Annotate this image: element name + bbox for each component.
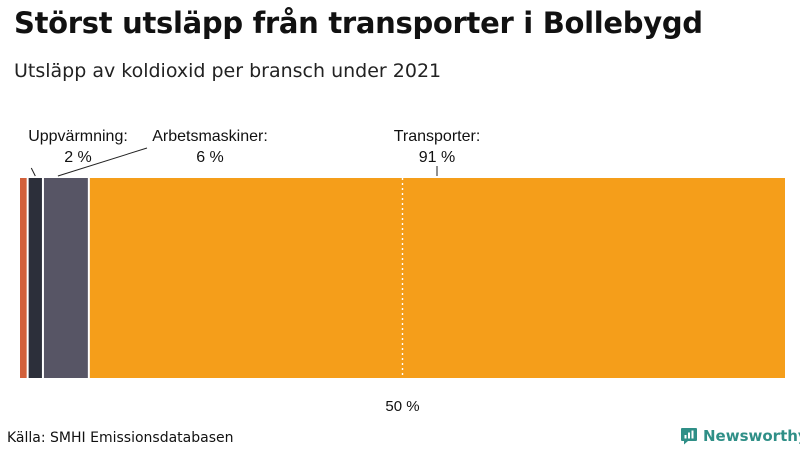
bar-segment-2 — [43, 178, 88, 378]
chart-subtitle: Utsläpp av koldioxid per bransch under 2… — [14, 60, 442, 82]
segment-label-2: Arbetsmaskiner: — [152, 128, 268, 145]
bar-segment-3 — [89, 178, 786, 378]
newsworthy-logo-icon — [681, 428, 697, 445]
segment-value-label-2: 6 % — [196, 149, 224, 166]
brand-name: Newsworthy — [703, 427, 800, 445]
reference-line-label: 50 % — [385, 398, 419, 415]
source-note: Källa: SMHI Emissionsdatabasen — [7, 430, 234, 446]
bar-segment-0 — [20, 178, 27, 378]
segment-label-1: Uppvärmning: — [28, 128, 128, 145]
leader-line-2 — [57, 147, 148, 177]
segment-label-3: Transporter: — [394, 128, 481, 145]
bar-segment-1 — [28, 178, 42, 378]
newsworthy-logo[interactable]: Newsworthy — [680, 426, 800, 446]
segment-value-label-3: 91 % — [419, 149, 455, 166]
stacked-bar-chart: 50 % Uppvärmning: 2 % Arbetsmaskiner: 6 % Tra… — [20, 128, 786, 415]
segment-value-label-1: 2 % — [64, 149, 92, 166]
leader-line-1 — [30, 167, 36, 177]
chart-title: Störst utsläpp från transporter i Bolleb… — [14, 6, 703, 40]
